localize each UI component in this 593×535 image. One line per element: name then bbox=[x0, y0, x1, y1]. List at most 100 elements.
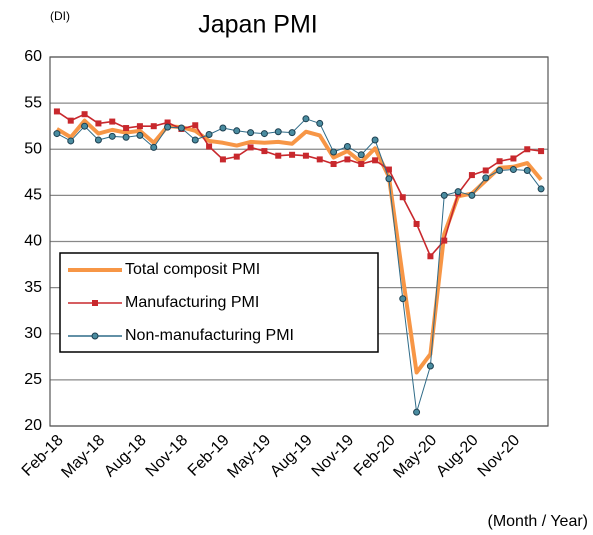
point bbox=[385, 175, 393, 183]
point bbox=[482, 167, 489, 174]
point bbox=[274, 128, 282, 136]
legend-label: Manufacturing PMI bbox=[125, 294, 259, 311]
point bbox=[219, 156, 226, 163]
point bbox=[344, 156, 351, 163]
point bbox=[67, 117, 74, 124]
plot-frame bbox=[49, 56, 549, 427]
point bbox=[440, 191, 448, 199]
point bbox=[538, 148, 545, 155]
point bbox=[441, 237, 448, 244]
point bbox=[509, 166, 517, 174]
x-tick-label: Nov-18 bbox=[143, 432, 192, 481]
point bbox=[316, 119, 324, 127]
x-tick-label: Feb-18 bbox=[19, 432, 67, 480]
point bbox=[108, 132, 116, 140]
x-tick-label: May-20 bbox=[390, 432, 440, 482]
point bbox=[399, 194, 406, 201]
legend-label: Non-manufacturing PMI bbox=[125, 327, 294, 344]
point bbox=[261, 148, 268, 155]
point bbox=[288, 129, 296, 137]
point bbox=[523, 166, 531, 174]
point bbox=[330, 161, 337, 168]
point bbox=[219, 124, 227, 132]
legend-marker bbox=[92, 300, 98, 306]
y-tick-label: 35 bbox=[24, 279, 42, 296]
x-tick-label: May-18 bbox=[58, 432, 108, 482]
point bbox=[371, 136, 379, 144]
y-unit-label: (DI) bbox=[50, 9, 70, 23]
legend-label: Total composit PMI bbox=[125, 261, 260, 278]
x-axis-label: (Month / Year) bbox=[488, 513, 589, 530]
point bbox=[385, 166, 392, 173]
point bbox=[53, 108, 60, 115]
point bbox=[67, 137, 75, 145]
point bbox=[136, 131, 144, 139]
x-tick-label: Nov-20 bbox=[475, 432, 524, 481]
point bbox=[496, 166, 504, 174]
point bbox=[510, 155, 517, 162]
point bbox=[164, 123, 172, 131]
y-tick-label: 50 bbox=[24, 140, 42, 157]
x-tick-label: Feb-20 bbox=[351, 432, 399, 480]
point bbox=[177, 124, 185, 132]
y-tick-label: 60 bbox=[24, 48, 42, 65]
point bbox=[150, 143, 158, 151]
point bbox=[247, 144, 254, 151]
point bbox=[260, 130, 268, 138]
point bbox=[343, 142, 351, 150]
point bbox=[205, 130, 213, 138]
point bbox=[302, 152, 309, 159]
point bbox=[95, 120, 102, 127]
y-tick-label: 25 bbox=[24, 371, 42, 388]
point bbox=[247, 129, 255, 137]
x-tick-label: Aug-18 bbox=[101, 432, 150, 481]
point bbox=[399, 295, 407, 303]
point bbox=[496, 158, 503, 165]
point bbox=[53, 130, 61, 138]
x-tick-label: May-19 bbox=[224, 432, 274, 482]
point bbox=[94, 136, 102, 144]
y-tick-label: 30 bbox=[24, 325, 42, 342]
point bbox=[468, 172, 475, 179]
point bbox=[233, 153, 240, 160]
point bbox=[289, 151, 296, 158]
point bbox=[136, 123, 143, 130]
point bbox=[524, 146, 531, 153]
point bbox=[330, 148, 338, 156]
point bbox=[122, 133, 130, 141]
point bbox=[454, 188, 462, 196]
point bbox=[357, 151, 365, 159]
point bbox=[482, 174, 490, 182]
point bbox=[81, 122, 89, 130]
y-tick-label: 40 bbox=[24, 233, 42, 250]
x-tick-label: Nov-19 bbox=[309, 432, 358, 481]
point bbox=[358, 161, 365, 168]
y-tick-label: 45 bbox=[24, 187, 42, 204]
point bbox=[191, 136, 199, 144]
x-tick-label: Aug-19 bbox=[267, 432, 316, 481]
point bbox=[302, 115, 310, 123]
x-tick-label: Feb-19 bbox=[185, 432, 233, 480]
point bbox=[206, 143, 213, 150]
chart-title: Japan PMI bbox=[198, 11, 318, 39]
point bbox=[164, 119, 171, 126]
point bbox=[150, 123, 157, 130]
x-tick-label: Aug-20 bbox=[433, 432, 482, 481]
point bbox=[192, 122, 199, 129]
point bbox=[426, 362, 434, 370]
point bbox=[468, 191, 476, 199]
point bbox=[537, 185, 545, 193]
y-tick-label: 20 bbox=[24, 417, 42, 434]
point bbox=[316, 156, 323, 163]
point bbox=[372, 157, 379, 164]
y-tick-label: 55 bbox=[24, 94, 42, 111]
point bbox=[81, 111, 88, 118]
point bbox=[427, 253, 434, 260]
point bbox=[123, 125, 130, 132]
point bbox=[413, 220, 420, 227]
point bbox=[275, 152, 282, 159]
legend-marker bbox=[91, 332, 99, 340]
point bbox=[413, 408, 421, 416]
point bbox=[233, 127, 241, 135]
